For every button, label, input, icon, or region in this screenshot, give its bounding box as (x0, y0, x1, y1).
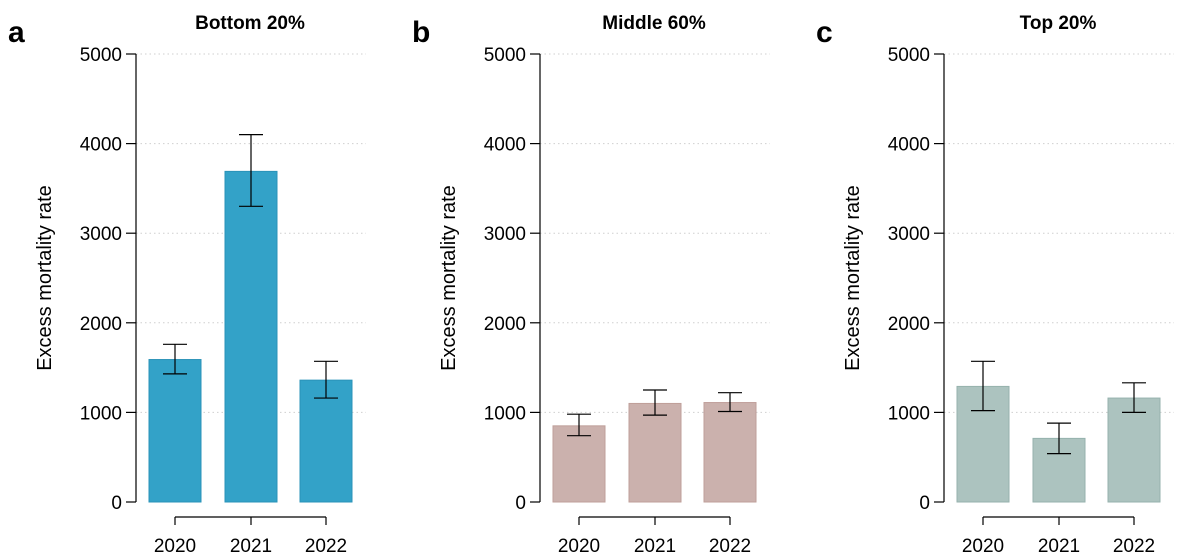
y-tick-label: 0 (515, 493, 526, 514)
x-tick-label: 2021 (634, 536, 676, 557)
y-tick-label: 3000 (80, 224, 122, 245)
panel-a: 0 1000 2000 3000 4000 5000 2020 2021 2022 Excess … (8, 13, 366, 557)
bar (552, 425, 606, 503)
bar (703, 402, 757, 503)
x-tick-label: 2020 (154, 536, 196, 557)
y-tick-label: 1000 (80, 403, 122, 424)
y-axis-label: Excess mortality rate (34, 185, 56, 371)
y-tick-label: 1000 (888, 403, 930, 424)
y-tick-label: 2000 (80, 314, 122, 335)
y-tick-label: 0 (919, 493, 930, 514)
y-tick-label: 3000 (484, 224, 526, 245)
y-tick-label: 5000 (484, 45, 526, 66)
x-tick-label: 2021 (230, 536, 272, 557)
chart-title: Middle 60% (602, 13, 706, 34)
x-tick-label: 2021 (1038, 536, 1080, 557)
y-tick-label: 2000 (484, 314, 526, 335)
panel-c: 0 1000 2000 3000 4000 5000 2020 2021 2022 Excess … (816, 13, 1174, 557)
y-tick-label: 2000 (888, 314, 930, 335)
y-axis-label: Excess mortality rate (842, 185, 864, 371)
x-tick-label: 2022 (709, 536, 751, 557)
y-tick-label: 4000 (484, 135, 526, 156)
x-tick-label: 2022 (305, 536, 347, 557)
y-axis-label: Excess mortality rate (438, 185, 460, 371)
bar (224, 170, 278, 503)
y-tick-label: 4000 (888, 135, 930, 156)
panel-letter: a (8, 16, 25, 49)
y-tick-label: 5000 (80, 45, 122, 66)
y-tick-label: 3000 (888, 224, 930, 245)
y-tick-label: 0 (111, 493, 122, 514)
x-tick-label: 2022 (1113, 536, 1155, 557)
panel-b: 0 1000 2000 3000 4000 5000 2020 2021 2022 Excess … (412, 13, 770, 557)
y-tick-label: 1000 (484, 403, 526, 424)
panel-letter: c (816, 16, 833, 49)
bar (1107, 397, 1161, 503)
x-tick-label: 2020 (558, 536, 600, 557)
panel-letter: b (412, 16, 430, 49)
x-tick-label: 2020 (962, 536, 1004, 557)
y-tick-label: 5000 (888, 45, 930, 66)
y-tick-label: 4000 (80, 135, 122, 156)
chart-title: Bottom 20% (195, 13, 305, 34)
chart-title: Top 20% (1020, 13, 1097, 34)
bar (628, 402, 682, 503)
bar (299, 379, 353, 503)
bar (148, 359, 202, 503)
